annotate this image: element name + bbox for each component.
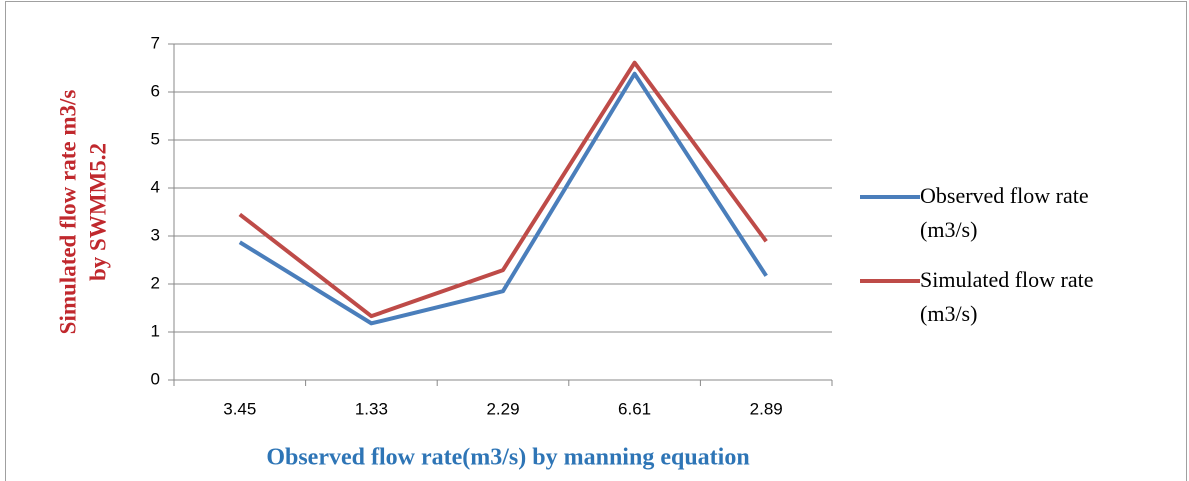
y-tick-label: 1 — [151, 321, 160, 340]
legend-label: Observed flow rate (m3/s) — [920, 183, 1089, 242]
series-line — [238, 60, 768, 319]
series-line — [238, 71, 768, 326]
legend-label: Simulated flow rate (m3/s) — [920, 267, 1094, 326]
chart-frame — [5, 1, 1187, 481]
x-tick-label: 2.29 — [486, 399, 519, 418]
x-tick-label: 1.33 — [355, 399, 388, 418]
y-tick-label: 3 — [151, 225, 160, 244]
y-axis-title: by SWMM5.2 — [85, 143, 110, 281]
legend-entry: Observed flow rate (m3/s) — [920, 183, 1089, 242]
x-tick-label: 2.89 — [750, 399, 783, 418]
legend-entry: Simulated flow rate (m3/s) — [920, 267, 1094, 326]
x-tick-label: 3.45 — [223, 399, 256, 418]
y-tick-label: 5 — [151, 129, 160, 148]
x-axis-title: Observed flow rate(m3/s) by manning equa… — [266, 445, 749, 471]
y-tick-label: 2 — [151, 273, 160, 292]
y-axis-title: Simulated flow rate m3/s — [55, 90, 80, 335]
y-tick-label: 7 — [151, 33, 160, 52]
y-tick-label: 0 — [151, 369, 160, 388]
y-tick-label: 6 — [151, 81, 160, 100]
x-tick-label: 6.61 — [618, 399, 651, 418]
y-tick-label: 4 — [151, 177, 160, 196]
